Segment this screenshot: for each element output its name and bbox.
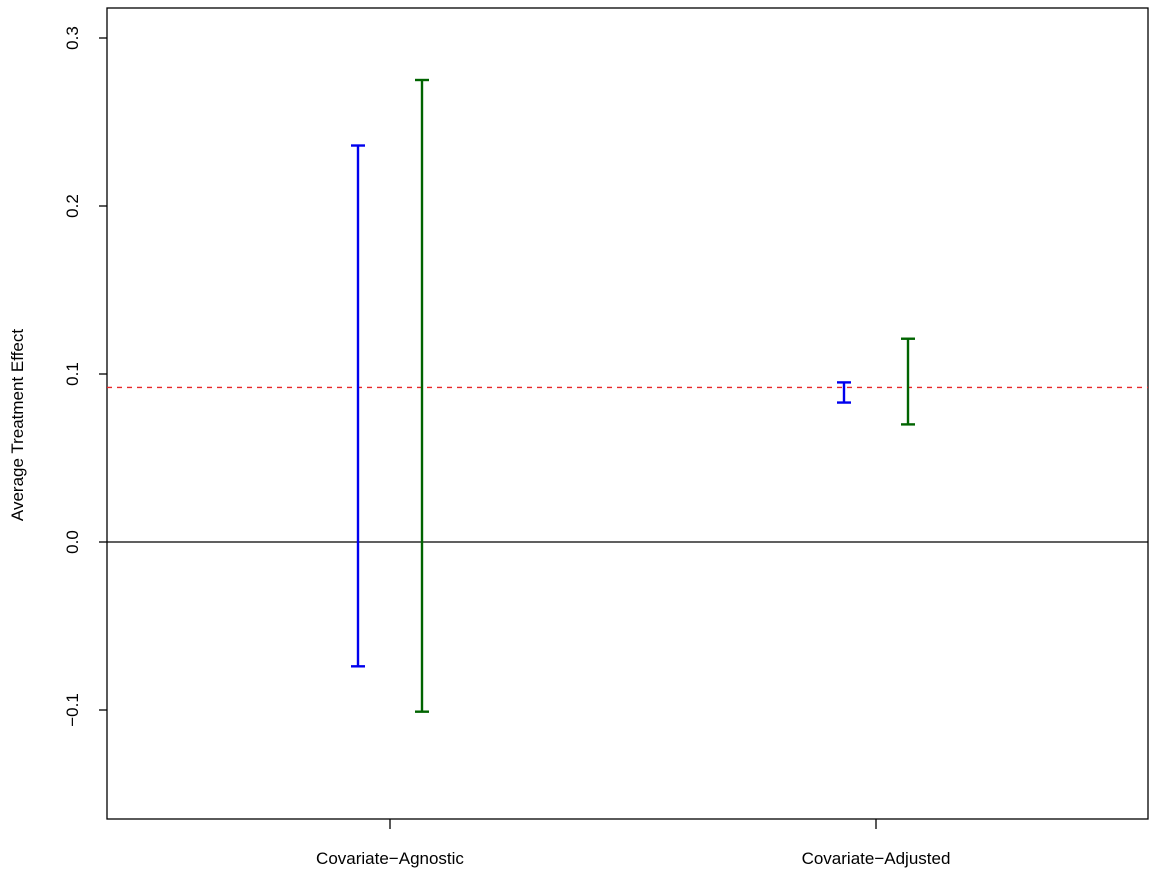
- plot-area-border: [106, 7, 1149, 820]
- y-tick-label: 0.3: [63, 26, 82, 50]
- x-tick-label: Covariate−Agnostic: [316, 849, 464, 868]
- error-bar: [901, 337, 915, 426]
- y-tick-label: −0.1: [63, 693, 82, 727]
- error-bars: [351, 78, 915, 713]
- error-bar: [415, 78, 429, 713]
- error-bar: [837, 381, 851, 404]
- y-axis-label: Average Treatment Effect: [8, 329, 27, 521]
- y-tick-label: 0.1: [63, 362, 82, 386]
- x-tick-label: Covariate−Adjusted: [802, 849, 951, 868]
- x-axis: Covariate−Agnostic Covariate−Adjusted: [316, 819, 950, 868]
- error-bar: [351, 144, 365, 668]
- y-axis: −0.1 0.0 0.1 0.2 0.3: [63, 26, 107, 727]
- y-tick-label: 0.0: [63, 530, 82, 554]
- reference-lines: [107, 386, 1148, 543]
- y-tick-label: 0.2: [63, 194, 82, 218]
